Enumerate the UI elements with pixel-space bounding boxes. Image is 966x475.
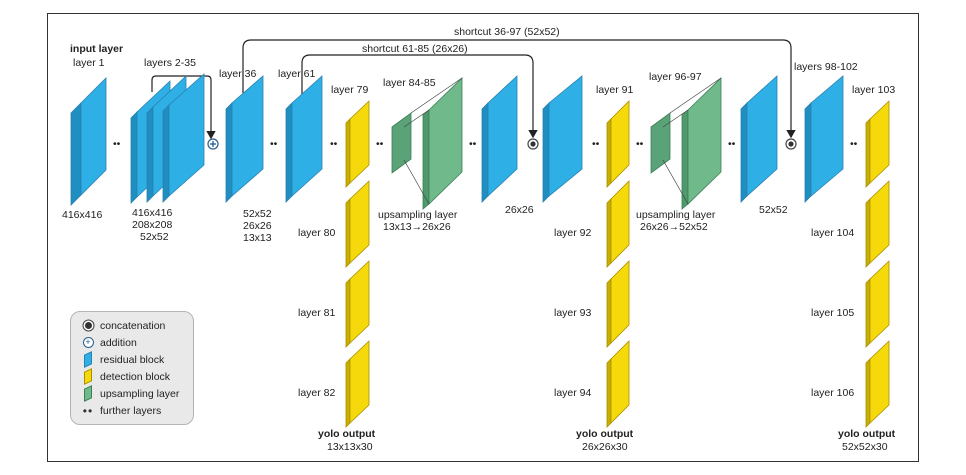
legend-row-upsampling: upsampling layer xyxy=(81,385,193,402)
dims-36-61-a: 52x52 xyxy=(243,208,272,220)
residual-block-after-concat-1 xyxy=(542,75,583,203)
layer-93-label: layer 93 xyxy=(554,307,592,319)
detection-block-layer-92 xyxy=(606,180,630,268)
upsampling-2-label: upsampling layer xyxy=(636,209,716,221)
input-layer-title: input layer xyxy=(70,43,123,55)
residual-block-layers-98-102 xyxy=(804,75,844,203)
dims-36-61-c: 13x13 xyxy=(243,232,272,244)
upsampling-block-96-97 xyxy=(650,77,722,210)
detection-block-layer-103 xyxy=(865,100,890,188)
legend-row-further: •• further layers xyxy=(81,402,193,419)
layer-1-label: layer 1 xyxy=(73,57,105,69)
layer-80-label: layer 80 xyxy=(298,227,336,239)
layer-96-97-label: layer 96-97 xyxy=(649,71,702,83)
layer-79-label: layer 79 xyxy=(331,84,369,96)
further-layers-dots-3: •• xyxy=(330,138,338,150)
layer-106-label: layer 106 xyxy=(811,387,854,399)
further-layers-dots-2: •• xyxy=(270,138,278,150)
residual-block-layer-1 xyxy=(70,77,107,206)
further-layers-dots-1: •• xyxy=(113,138,121,150)
concatenation-symbol-2 xyxy=(785,138,797,150)
dim-416-label: 416x416 xyxy=(62,209,102,221)
further-layers-icon: •• xyxy=(82,403,94,418)
legend-residual-label: residual block xyxy=(100,353,165,366)
detection-block-layer-91 xyxy=(606,100,630,188)
legend-addition-label: addition xyxy=(100,336,137,349)
further-layers-dots-8: •• xyxy=(728,138,736,150)
layer-81-label: layer 81 xyxy=(298,307,336,319)
residual-block-icon xyxy=(84,351,92,368)
legend: concatenation + addition residual block … xyxy=(70,311,194,425)
detection-block-layer-106 xyxy=(865,340,890,428)
detection-block-layer-104 xyxy=(865,180,890,268)
further-layers-dots-4: •• xyxy=(376,138,384,150)
layers-2-35-arrow xyxy=(151,75,216,140)
detection-block-layer-82 xyxy=(345,340,370,428)
residual-block-26x26 xyxy=(481,75,518,203)
layers-2-35-label: layers 2-35 xyxy=(144,57,196,69)
upsampling-2-dim: 26x26→52x52 xyxy=(640,221,708,233)
legend-upsampling-label: upsampling layer xyxy=(100,387,180,400)
layer-92-label: layer 92 xyxy=(554,227,592,239)
addition-symbol xyxy=(207,138,219,150)
further-layers-dots-6: •• xyxy=(592,138,600,150)
upsampling-1-dim: 13x13→26x26 xyxy=(383,221,451,233)
shortcut-61-85-label: shortcut 61-85 (26x26) xyxy=(362,43,468,55)
upsampling-layer-icon xyxy=(84,385,92,402)
legend-concatenation-label: concatenation xyxy=(100,319,166,332)
layer-91-label: layer 91 xyxy=(596,84,634,96)
detection-block-layer-94 xyxy=(606,340,630,428)
layer-82-label: layer 82 xyxy=(298,387,336,399)
legend-row-concatenation: concatenation xyxy=(81,317,193,334)
concatenation-symbol-1 xyxy=(527,138,539,150)
upsampling-block-84-85 xyxy=(391,77,463,210)
layer-104-label: layer 104 xyxy=(811,227,854,239)
dims-2-35-b: 208x208 xyxy=(132,219,172,231)
yolo-output-1-dim: 13x13x30 xyxy=(327,441,373,453)
concatenation-icon xyxy=(84,322,92,329)
dim-52-label: 52x52 xyxy=(759,204,788,216)
layer-103-label: layer 103 xyxy=(852,84,895,96)
yolo-output-3-dim: 52x52x30 xyxy=(842,441,888,453)
shortcut-36-97-arrow xyxy=(242,39,796,139)
dim-26-label: 26x26 xyxy=(505,204,534,216)
residual-block-layer-36 xyxy=(225,75,264,203)
further-layers-dots-7: •• xyxy=(636,138,644,150)
legend-detection-label: detection block xyxy=(100,370,171,383)
layer-61-label: layer 61 xyxy=(278,68,316,80)
residual-block-layer-61 xyxy=(285,75,323,203)
detection-block-layer-81 xyxy=(345,260,370,348)
yolo-output-2-dim: 26x26x30 xyxy=(582,441,628,453)
legend-further-label: further layers xyxy=(100,404,162,417)
yolo-output-1-title: yolo output xyxy=(318,428,376,440)
shortcut-36-97-label: shortcut 36-97 (52x52) xyxy=(454,26,560,38)
upsampling-1-label: upsampling layer xyxy=(378,209,458,221)
dims-2-35-c: 52x52 xyxy=(140,231,169,243)
yolo-output-3-title: yolo output xyxy=(838,428,896,440)
legend-row-addition: + addition xyxy=(81,334,193,351)
further-layers-dots-5: •• xyxy=(469,138,477,150)
detection-block-layer-105 xyxy=(865,260,890,348)
yolo-output-2-title: yolo output xyxy=(576,428,634,440)
legend-row-detection: detection block xyxy=(81,368,193,385)
shortcut-61-85-arrow xyxy=(301,54,538,139)
layer-36-label: layer 36 xyxy=(219,68,257,80)
layer-105-label: layer 105 xyxy=(811,307,854,319)
detection-block-layer-93 xyxy=(606,260,630,348)
addition-icon: + xyxy=(82,337,94,348)
further-layers-dots-9: •• xyxy=(850,138,858,150)
legend-row-residual: residual block xyxy=(81,351,193,368)
layer-94-label: layer 94 xyxy=(554,387,592,399)
detection-block-layer-80 xyxy=(345,180,370,268)
detection-block-layer-79 xyxy=(345,100,370,188)
detection-block-icon xyxy=(84,368,92,385)
residual-block-52x52 xyxy=(740,75,778,203)
dims-2-35-a: 416x416 xyxy=(132,207,172,219)
dims-36-61-b: 26x26 xyxy=(243,220,272,232)
layer-84-85-label: layer 84-85 xyxy=(383,77,436,89)
layers-98-102-label: layers 98-102 xyxy=(794,61,858,73)
residual-block-layers-2-35 xyxy=(130,73,205,204)
